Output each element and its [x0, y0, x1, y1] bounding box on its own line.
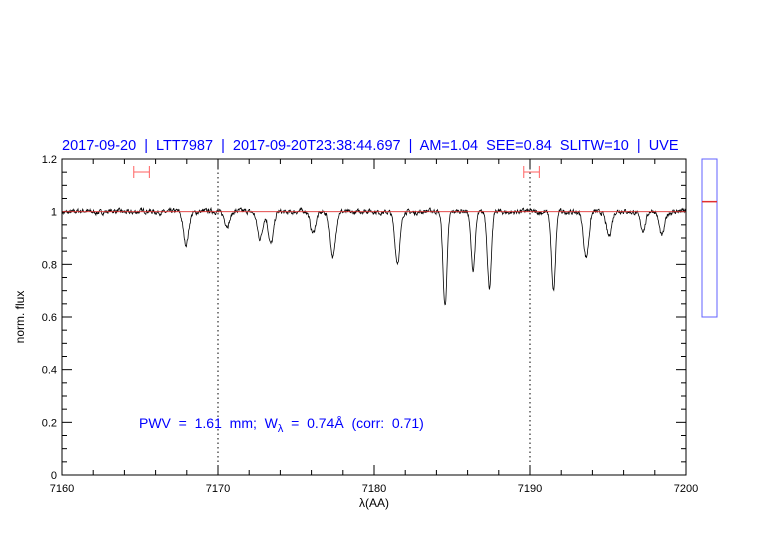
- x-tick-label: 7170: [206, 483, 230, 495]
- y-tick-label: 0.8: [42, 259, 57, 271]
- y-tick-label: 0.6: [42, 312, 57, 324]
- x-tick-label: 7180: [362, 483, 386, 495]
- y-tick-label: 0.4: [42, 365, 57, 377]
- x-tick-label: 7160: [50, 483, 74, 495]
- x-tick-label: 7190: [518, 483, 542, 495]
- x-axis-label: λ(AA): [359, 496, 389, 510]
- spectrum-line: [61, 206, 687, 306]
- y-tick-label: 1.2: [42, 154, 57, 166]
- y-tick-label: 0.2: [42, 417, 57, 429]
- y-axis-label: norm. flux: [13, 291, 27, 344]
- interval-marker: [523, 166, 540, 178]
- y-tick-label: 1: [51, 207, 57, 219]
- side-indicator-box: [701, 158, 718, 318]
- x-tick-label: 7200: [674, 483, 698, 495]
- plot-frame: [61, 158, 687, 476]
- y-tick-label: 0: [51, 470, 57, 482]
- pwv-annotation: PWV = 1.61 mm; Wλ = 0.74Å (corr: 0.71): [139, 415, 424, 435]
- chart-title: 2017-09-20 | LTT7987 | 2017-09-20T23:38:…: [62, 138, 679, 154]
- interval-marker: [133, 166, 150, 178]
